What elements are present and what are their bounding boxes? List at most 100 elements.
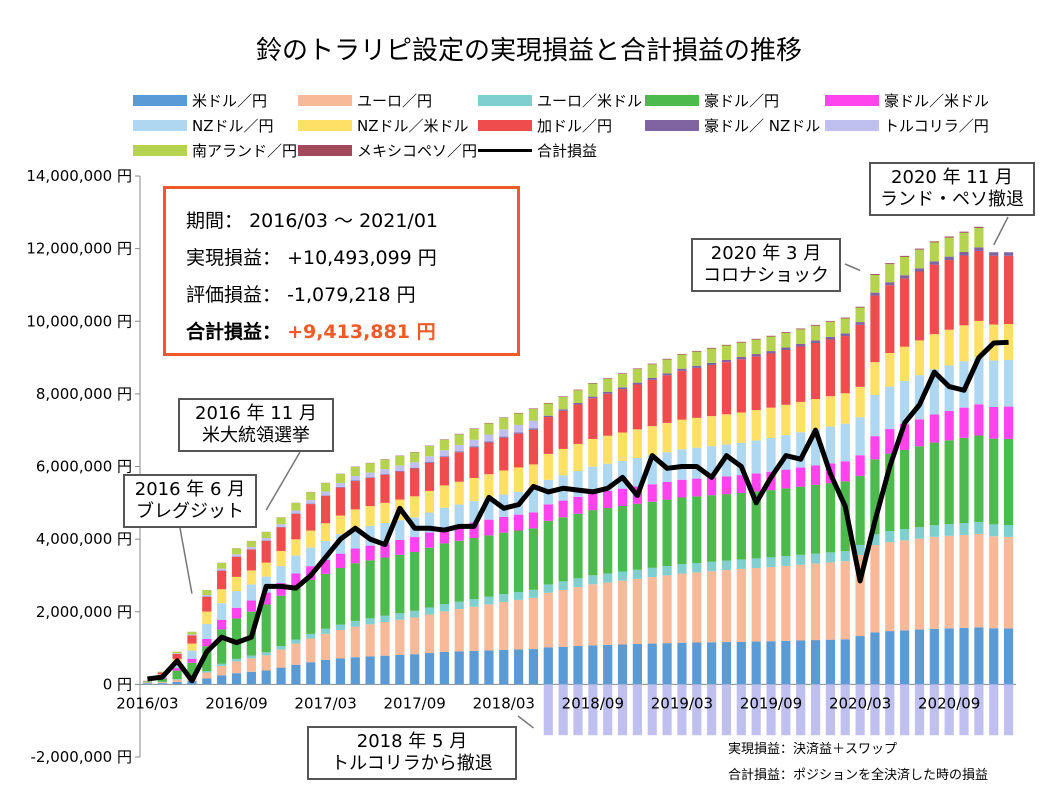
bar-segment [410,654,420,685]
bar-segment [721,359,732,363]
bar-segment [306,662,316,685]
bar-segment [929,261,939,265]
bar-segment [380,655,390,685]
bar-segment [558,410,568,449]
bar-segment [276,649,286,668]
bar-segment [528,649,539,685]
callout-pointer [179,527,193,594]
bar-segment [721,345,732,360]
bar-segment [736,359,746,413]
bar-segment [454,451,464,453]
bar-segment [514,591,524,600]
bar-segment [900,278,910,347]
y-tick-label: 14,000,000 円 [26,167,132,185]
bar-segment [766,437,776,472]
y-tick-label: -2,000,000 円 [30,748,132,766]
bar-segment [647,455,657,485]
bar-segment [588,466,598,494]
legend-item-line: 合計損益 [478,140,597,161]
bar-segment [885,285,895,353]
bar-segment [692,350,702,352]
legend-item: 豪ドル／ NZドル [645,115,820,136]
bar-segment [246,541,256,547]
bar-segment [870,534,880,546]
bar-segment [914,268,925,272]
bar-segment [603,463,613,491]
bar-segment [855,475,865,545]
bar-segment [306,504,316,531]
bar-segment [632,429,642,459]
bar-segment [246,600,256,612]
bar-segment-negative [989,684,999,736]
bar-segment [840,393,850,424]
bar-segment [617,373,628,374]
bar-segment [781,332,791,348]
bar-segment [350,481,360,510]
bar-segment [454,601,464,610]
bar-segment [558,517,568,582]
bar-segment [914,271,925,341]
bar-segment [736,492,746,560]
bar-segment [707,446,717,478]
bar-segment [424,532,435,548]
bar-segment [231,661,242,674]
bar-segment [855,636,865,685]
bar-segment [320,491,331,496]
bar-segment [840,336,850,394]
bar-segment-negative [751,684,761,736]
bar-segment [974,404,984,436]
bar-segment-negative [840,684,850,736]
callout-rand-peso-date: 2020 年 11 月 [891,167,1013,188]
bar-segment [454,481,464,505]
bar-segment [424,456,435,463]
bar-segment [395,554,405,614]
bar-segment [514,649,524,685]
bar-segment [959,534,969,628]
bar-segment [395,520,405,540]
legend-label: 豪ドル／円 [704,92,780,110]
bar-segment [870,362,880,395]
bar-segment [617,387,628,390]
bar-segment [647,501,657,568]
bar-segment-negative [573,684,583,736]
bar-segment [543,504,553,521]
bar-segment [410,537,420,552]
callout-us-election-date: 2016 年 11 月 [195,403,317,424]
bar-segment [751,354,761,357]
bar-segment [424,446,435,457]
bar-segment [751,567,761,642]
bar-segment [469,477,479,502]
x-tick-label: 2018/09 [562,694,624,712]
bar-segment [1003,252,1014,256]
bar-segment [454,434,464,445]
bar-segment [424,607,435,615]
bar-segment [944,329,954,366]
bar-segment [469,522,479,539]
bar-segment [172,679,182,682]
bar-segment [707,347,717,349]
legend-swatch [645,120,699,131]
summary-unrealized: 評価損益： -1,079,218 円 [186,277,497,314]
bar-segment [410,551,420,611]
bar-segment [900,275,910,279]
x-tick-label: 2017/03 [294,694,356,712]
bar-segment-negative [810,684,821,736]
bar-segment [276,527,286,551]
bar-segment [157,682,167,684]
callout-corona: 2020 年 3 月 コロナショック [691,238,841,292]
bar-segment [840,318,850,334]
bar-segment-negative [796,684,806,736]
bar-segment [469,447,479,478]
bar-segment [246,655,256,659]
legend-item: 米ドル／円 [133,90,267,111]
bar-segment [603,644,613,685]
bar-segment [796,401,806,433]
bar-segment-negative [721,684,732,736]
bar-segment [736,568,746,642]
bar-segment [914,419,925,447]
bar-segment [662,566,672,576]
bar-segment [528,420,539,429]
legend-swatch [825,120,879,131]
bar-segment [395,539,405,555]
bar-segment [573,513,583,579]
